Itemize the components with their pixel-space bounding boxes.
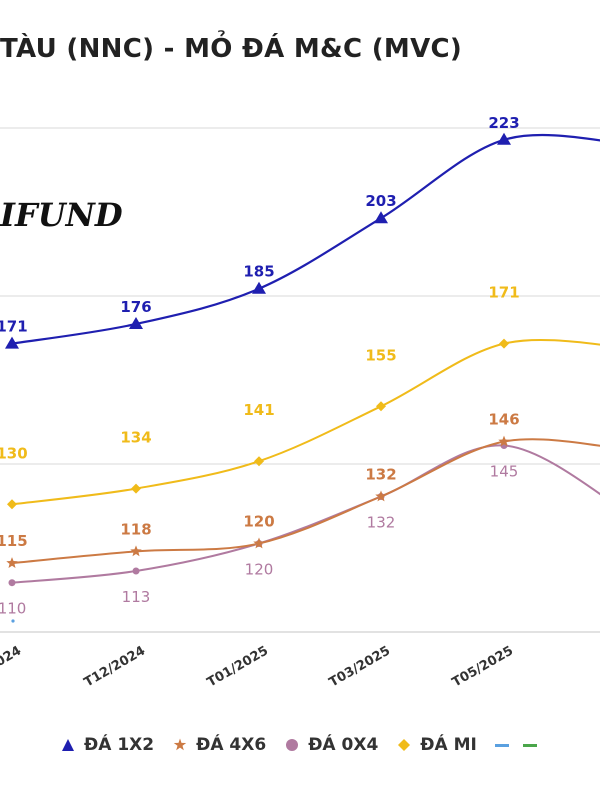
data-label: 145 bbox=[490, 463, 519, 481]
data-label: 176 bbox=[120, 298, 151, 316]
x-tick-label: T12/2024 bbox=[82, 643, 148, 690]
legend-item-da-0x4: ĐÁ 0X4 bbox=[284, 735, 378, 755]
triangle-marker bbox=[374, 211, 388, 224]
legend-label: ĐÁ 4X6 bbox=[196, 735, 267, 755]
triangle-marker bbox=[5, 336, 19, 349]
x-tick-label: …/2024 bbox=[0, 643, 24, 683]
circle-marker bbox=[8, 579, 16, 587]
data-label: 185 bbox=[243, 263, 274, 281]
triangle-marker bbox=[252, 281, 266, 294]
legend: ĐÁ 1X2 ĐÁ 4X6 ĐÁ 0X4 ĐÁ MI bbox=[60, 735, 551, 755]
data-label: 134 bbox=[120, 429, 151, 447]
data-label: 141 bbox=[243, 401, 274, 419]
data-label: 113 bbox=[122, 588, 151, 606]
diamond-marker bbox=[7, 499, 17, 510]
series-line bbox=[11, 133, 600, 345]
data-label: 130 bbox=[0, 444, 28, 462]
star-marker bbox=[6, 557, 18, 568]
data-label: 171 bbox=[488, 284, 519, 302]
data-label: 203 bbox=[365, 192, 396, 210]
x-axis-tick-labels: …/2024T12/2024T01/2025T03/2025T05/2025T9… bbox=[0, 643, 516, 690]
legend-item-da-mi: ĐÁ MI bbox=[396, 735, 477, 755]
data-label: 132 bbox=[367, 514, 396, 532]
data-labels: 110 113 120 132 145 115 118 120 132 146 130 134 141 1… bbox=[0, 114, 520, 618]
x-tick-label: T05/2025 bbox=[450, 643, 516, 690]
diamond-marker-icon bbox=[396, 737, 412, 753]
data-label: 110 bbox=[0, 600, 26, 618]
legend-label: ĐÁ MI bbox=[420, 735, 477, 755]
legend-label: ĐÁ 0X4 bbox=[308, 735, 379, 755]
diamond-marker bbox=[131, 483, 141, 494]
star-marker bbox=[498, 435, 510, 447]
data-label: 120 bbox=[243, 513, 274, 531]
data-label: 120 bbox=[245, 561, 274, 579]
legend-item-da-1x2: ĐÁ 1X2 bbox=[60, 735, 154, 755]
legend-item-da-4x6: ĐÁ 4X6 bbox=[172, 735, 266, 755]
star-marker bbox=[253, 537, 265, 549]
series-line bbox=[11, 444, 600, 584]
data-label: 115 bbox=[0, 532, 28, 550]
diamond-marker bbox=[254, 456, 264, 467]
x-tick-label: T01/2025 bbox=[205, 643, 271, 690]
series-line bbox=[11, 438, 600, 565]
data-label: 146 bbox=[488, 411, 519, 429]
legend-dash-blue-icon bbox=[494, 743, 509, 747]
legend-dash-green-icon bbox=[522, 743, 537, 747]
series-marker bbox=[11, 619, 15, 623]
data-label: 118 bbox=[120, 520, 151, 538]
gridlines bbox=[0, 127, 600, 633]
series-markers bbox=[5, 132, 511, 623]
data-label: 132 bbox=[365, 466, 396, 484]
triangle-marker bbox=[129, 317, 143, 329]
star-marker bbox=[130, 545, 142, 557]
circle-marker bbox=[132, 567, 140, 575]
series-line bbox=[11, 338, 600, 506]
watermark-text: IFUND bbox=[0, 196, 123, 234]
x-tick-label: T03/2025 bbox=[327, 643, 393, 690]
star-marker-icon bbox=[172, 737, 188, 753]
legend-label: ĐÁ 1X2 bbox=[84, 735, 155, 755]
circle-marker-icon bbox=[284, 737, 300, 753]
data-label: 223 bbox=[488, 114, 519, 132]
data-label: 155 bbox=[365, 346, 396, 364]
data-label: 171 bbox=[0, 318, 28, 336]
star-marker bbox=[375, 490, 387, 502]
triangle-marker bbox=[497, 132, 511, 145]
series-lines bbox=[11, 133, 600, 584]
diamond-marker bbox=[499, 338, 509, 349]
triangle-marker-icon bbox=[60, 737, 76, 753]
diamond-marker bbox=[376, 401, 386, 412]
chart-title: TÀU (NNC) - MỎ ĐÁ M&C (MVC) bbox=[0, 34, 463, 64]
